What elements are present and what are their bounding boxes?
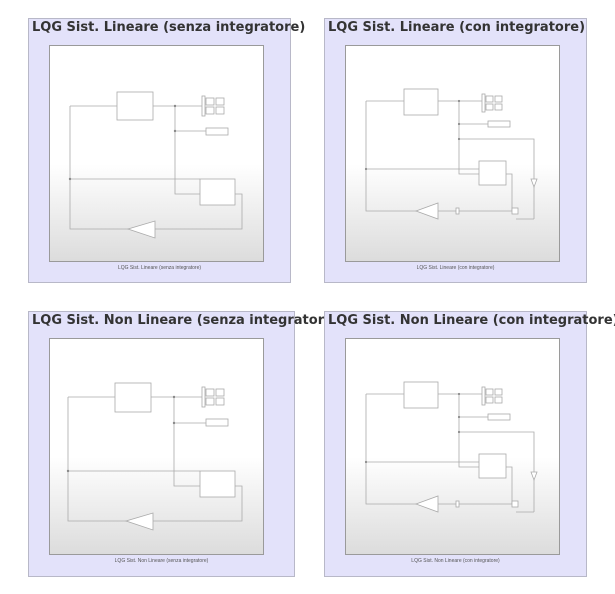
scope-block	[201, 386, 225, 408]
gain-block	[414, 495, 439, 513]
integrator-gain-block	[530, 178, 538, 189]
panel-caption: LQG Sist. Non Lineare (senza integratore…	[114, 558, 209, 564]
sum-block	[455, 207, 519, 215]
diagram-lines	[69, 105, 243, 230]
display-block	[205, 127, 229, 136]
plant-block	[478, 453, 507, 479]
controller-block	[116, 91, 154, 121]
model-panel-lineare-senza[interactable]: LQG Sist. Lineare (senza integratore)	[28, 18, 305, 283]
model-thumbnail[interactable]	[345, 45, 560, 262]
panel-title: LQG Sist. Non Lineare (senza integratore…	[32, 313, 339, 328]
controller-block	[403, 88, 439, 116]
scope-block	[481, 93, 503, 113]
model-panel-non-lineare-senza[interactable]: LQG Sist. Non Lineare (senza integratore…	[28, 311, 339, 577]
model-panel-non-lineare-con[interactable]: LQG Sist. Non Lineare (con integratore)	[324, 311, 615, 577]
block-diagram	[68, 91, 243, 239]
block-diagram	[66, 382, 243, 531]
model-thumbnail[interactable]	[49, 45, 264, 262]
diagram-lines	[67, 396, 243, 522]
gain-block	[414, 202, 439, 220]
diagram-lines	[365, 100, 535, 220]
model-panel-lineare-con[interactable]: LQG Sist. Lineare (con integratore)	[324, 18, 587, 283]
model-thumbnail[interactable]	[345, 338, 560, 555]
panel-title: LQG Sist. Non Lineare (con integratore)	[328, 313, 615, 328]
panel-title: LQG Sist. Lineare (con integratore)	[328, 20, 586, 35]
model-thumbnail[interactable]	[49, 338, 264, 555]
controller-block	[114, 382, 152, 413]
scope-block	[481, 386, 503, 406]
panel-title: LQG Sist. Lineare (senza integratore)	[32, 20, 306, 35]
panel-caption: LQG Sist. Lineare (con integratore)	[416, 265, 495, 271]
block-diagram	[364, 88, 538, 220]
scope-block	[201, 95, 225, 117]
gain-block	[124, 512, 154, 531]
controller-block	[403, 381, 439, 409]
integrator-gain-block	[530, 471, 538, 482]
plant-block	[199, 178, 236, 206]
block-diagram	[364, 381, 538, 513]
display-block	[487, 120, 511, 128]
plant-block	[199, 470, 236, 498]
panel-caption: LQG Sist. Non Lineare (con integratore)	[411, 558, 500, 564]
diagram-lines	[365, 393, 535, 513]
gain-block	[126, 220, 156, 239]
panel-caption: LQG Sist. Lineare (senza integratore)	[117, 265, 202, 271]
display-block	[487, 413, 511, 421]
sum-block	[455, 500, 519, 508]
plant-block	[478, 160, 507, 186]
display-block	[205, 418, 229, 427]
